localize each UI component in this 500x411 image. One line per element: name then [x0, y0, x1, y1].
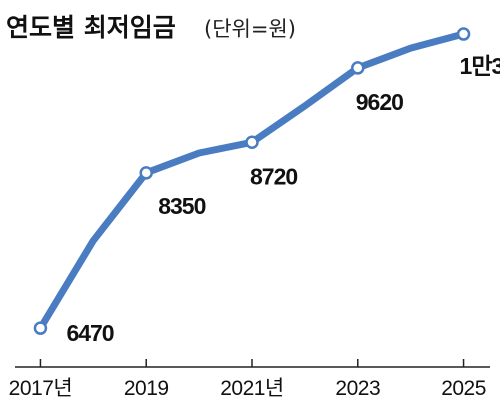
- data-label: 8720: [250, 163, 297, 189]
- data-label: 1만30: [460, 53, 500, 79]
- x-tick-label: 2019: [124, 377, 169, 400]
- data-point-marker: [456, 27, 471, 41]
- data-point-marker: [33, 321, 48, 335]
- x-tick-label: 2023: [335, 377, 380, 400]
- x-tick-label: 2025: [441, 377, 486, 400]
- data-point-marker: [139, 166, 153, 180]
- data-point-marker: [245, 135, 259, 150]
- data-point-marker: [351, 61, 365, 75]
- point-markers: [33, 27, 471, 335]
- x-tick-label: 2017년: [9, 377, 73, 400]
- x-axis-ticks: 2017년 2019 2021년 2023 2025: [9, 359, 486, 400]
- chart-unit: (단위=원): [204, 17, 296, 41]
- x-tick-label: 2021년: [220, 377, 284, 400]
- data-label: 8350: [158, 193, 205, 219]
- data-labels: 6470 8350 8720 9620 1만30: [66, 53, 500, 346]
- data-label: 9620: [356, 89, 403, 115]
- chart-title: 연도별 최저임금: [6, 13, 176, 42]
- data-label: 6470: [66, 320, 113, 346]
